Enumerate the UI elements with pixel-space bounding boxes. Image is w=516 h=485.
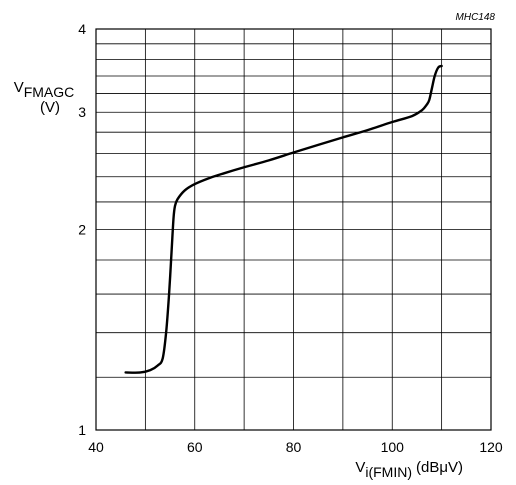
x-tick-label: 80	[286, 439, 302, 455]
y-axis-label-sub: FMAGC	[24, 84, 75, 100]
grid-lines	[96, 29, 491, 430]
y-tick-label: 4	[78, 21, 86, 37]
y-tick-label: 2	[78, 222, 86, 238]
x-axis-label-main: V	[355, 459, 365, 476]
y-tick-label: 1	[78, 422, 86, 438]
y-axis-unit: (V)	[40, 99, 60, 116]
series-line	[124, 64, 443, 374]
tick-labels: 40 60 80 100 120 1 2 3 4	[78, 21, 503, 455]
x-axis-label-sub: i(FMIN)	[365, 464, 412, 480]
x-tick-label: 40	[88, 439, 104, 455]
x-tick-label: 60	[187, 439, 203, 455]
y-axis-label-main: V	[14, 79, 24, 96]
y-tick-label: 3	[78, 104, 86, 120]
series-layer	[124, 64, 443, 374]
plot-frame	[95, 28, 492, 431]
x-axis-label-unit: (dBμV)	[416, 459, 463, 476]
y-axis-label: VFMAGC	[14, 79, 75, 100]
x-axis-label: Vi(FMIN) (dBμV)	[355, 459, 463, 480]
x-tick-label: 100	[381, 439, 405, 455]
x-tick-label: 120	[479, 439, 503, 455]
figure-code: MHC148	[456, 12, 496, 23]
